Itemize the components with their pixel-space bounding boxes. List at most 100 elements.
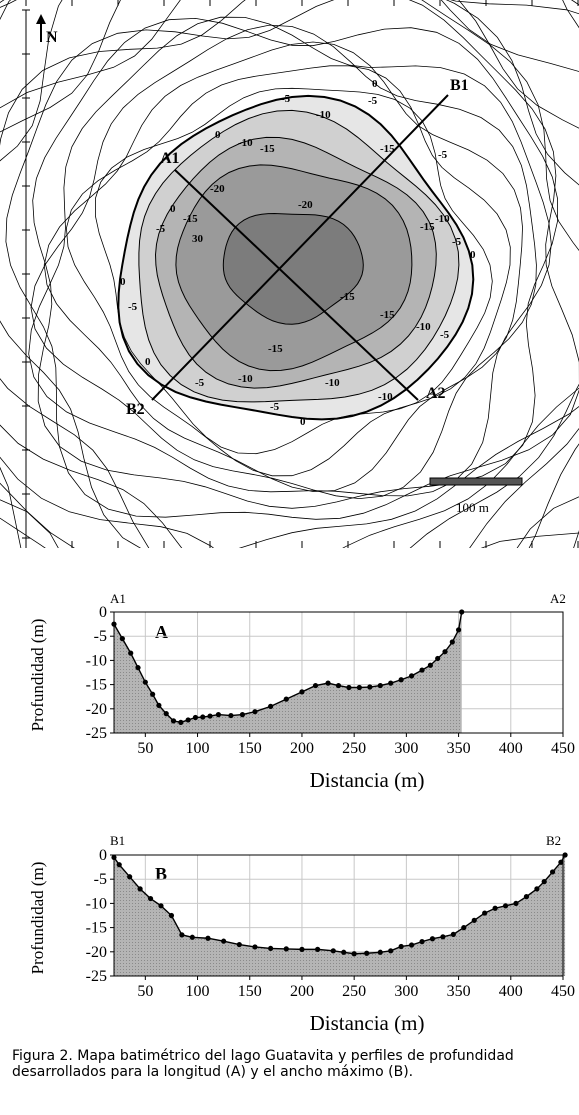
data-point	[541, 879, 547, 885]
contour-label: -20	[298, 199, 313, 211]
contour-label: -20	[210, 183, 225, 195]
north-label: N	[46, 29, 58, 46]
profile-chart-b: B1 B2 B Distancia (m) Profundidad (m) 0 -…	[28, 833, 575, 1035]
data-point	[189, 934, 195, 940]
terrain-contour	[43, 41, 523, 493]
data-point	[158, 903, 164, 909]
contour-label: 0	[215, 129, 221, 141]
data-point	[449, 639, 455, 645]
y-tick-label: -10	[86, 895, 107, 912]
data-point	[335, 682, 342, 689]
data-point	[427, 662, 433, 668]
data-point	[398, 943, 404, 950]
contour-label: -10	[435, 213, 450, 225]
data-point	[351, 951, 357, 957]
data-point	[127, 874, 133, 880]
terrain-contour	[28, 16, 552, 497]
data-point	[513, 900, 519, 906]
x-tick-label: 50	[137, 983, 153, 1000]
contour-label: -5	[195, 377, 205, 389]
data-point	[558, 859, 564, 865]
y-tick-label: -15	[86, 920, 107, 937]
transect-a-line	[174, 169, 419, 401]
contour-label: 0	[372, 78, 378, 90]
data-point	[325, 680, 331, 686]
transect-label-a1: A1	[160, 150, 180, 167]
data-point	[252, 944, 258, 950]
x-tick-label: 350	[447, 983, 471, 1000]
data-point	[283, 696, 289, 702]
data-point	[168, 912, 175, 919]
data-point	[137, 886, 143, 892]
data-point	[492, 905, 498, 911]
transect-label-b2: B2	[126, 401, 145, 418]
data-point	[341, 949, 347, 955]
contour-label: -10	[316, 109, 331, 121]
data-point	[549, 869, 556, 875]
y-tick-label: 0	[99, 604, 107, 621]
x-tick-label: 450	[551, 740, 575, 757]
data-point	[450, 931, 456, 937]
data-point	[523, 894, 530, 900]
data-point	[502, 903, 509, 909]
scale-label: 100 m	[456, 500, 489, 515]
data-point	[461, 925, 467, 931]
transect-label-a2: A2	[426, 385, 446, 402]
data-point	[299, 689, 305, 695]
depth-area	[114, 855, 566, 976]
x-axis-title: Distancia (m)	[310, 768, 425, 792]
data-point	[388, 680, 394, 686]
terrain-contour	[5, 0, 579, 520]
panel-label-a: A	[155, 622, 168, 642]
x-tick-label: 150	[238, 740, 262, 757]
x-tick-label: 300	[394, 740, 418, 757]
data-point	[192, 714, 199, 721]
data-point	[236, 941, 242, 948]
data-point	[364, 950, 370, 956]
contour-label: -15	[380, 143, 395, 155]
contour-label: -15	[420, 221, 435, 233]
contour-label: 0	[120, 276, 126, 288]
data-point	[388, 948, 394, 954]
data-point	[239, 712, 246, 718]
y-tick-label: -15	[86, 677, 107, 694]
profile-chart-a: A1 A2 A Distancia (m) Profundidad (m) 0 -…	[28, 591, 575, 792]
contour-label: 0	[145, 356, 151, 368]
data-point	[205, 935, 211, 941]
y-axis-title: Profundidad (m)	[28, 619, 47, 732]
contour-label: -15	[268, 343, 283, 355]
panel-label-b: B	[155, 864, 167, 884]
x-tick-label: 150	[238, 983, 262, 1000]
x-axis-title: Distancia (m)	[310, 1011, 425, 1035]
end-label-a2: A2	[550, 591, 566, 606]
terrain-contour	[0, 0, 579, 548]
data-point	[419, 667, 425, 673]
data-point	[455, 627, 462, 633]
x-tick-label: 250	[342, 983, 366, 1000]
data-point	[283, 946, 289, 952]
contour-label: -5	[156, 223, 166, 235]
contour-label: -15	[380, 309, 395, 321]
data-point	[268, 703, 274, 709]
x-tick-label: 400	[499, 740, 523, 757]
y-tick-label: -10	[86, 652, 107, 669]
data-point	[315, 946, 321, 952]
x-tick-label: 400	[499, 983, 523, 1000]
data-point	[330, 948, 336, 954]
contour-label: -5	[270, 401, 280, 413]
data-point	[367, 684, 373, 690]
data-point	[116, 862, 122, 868]
terrain-contour	[65, 65, 511, 477]
data-point	[119, 636, 125, 642]
x-tick-label: 50	[137, 740, 153, 757]
x-tick-label: 250	[342, 740, 366, 757]
data-point	[356, 684, 362, 691]
x-tick-label: 350	[447, 740, 471, 757]
data-point	[156, 702, 162, 709]
contour-label: 0	[300, 416, 306, 428]
data-point	[429, 936, 436, 942]
x-tick-label: 300	[394, 983, 418, 1000]
data-point	[312, 682, 319, 689]
y-axis-title: Profundidad (m)	[28, 862, 47, 975]
data-point	[179, 932, 185, 938]
